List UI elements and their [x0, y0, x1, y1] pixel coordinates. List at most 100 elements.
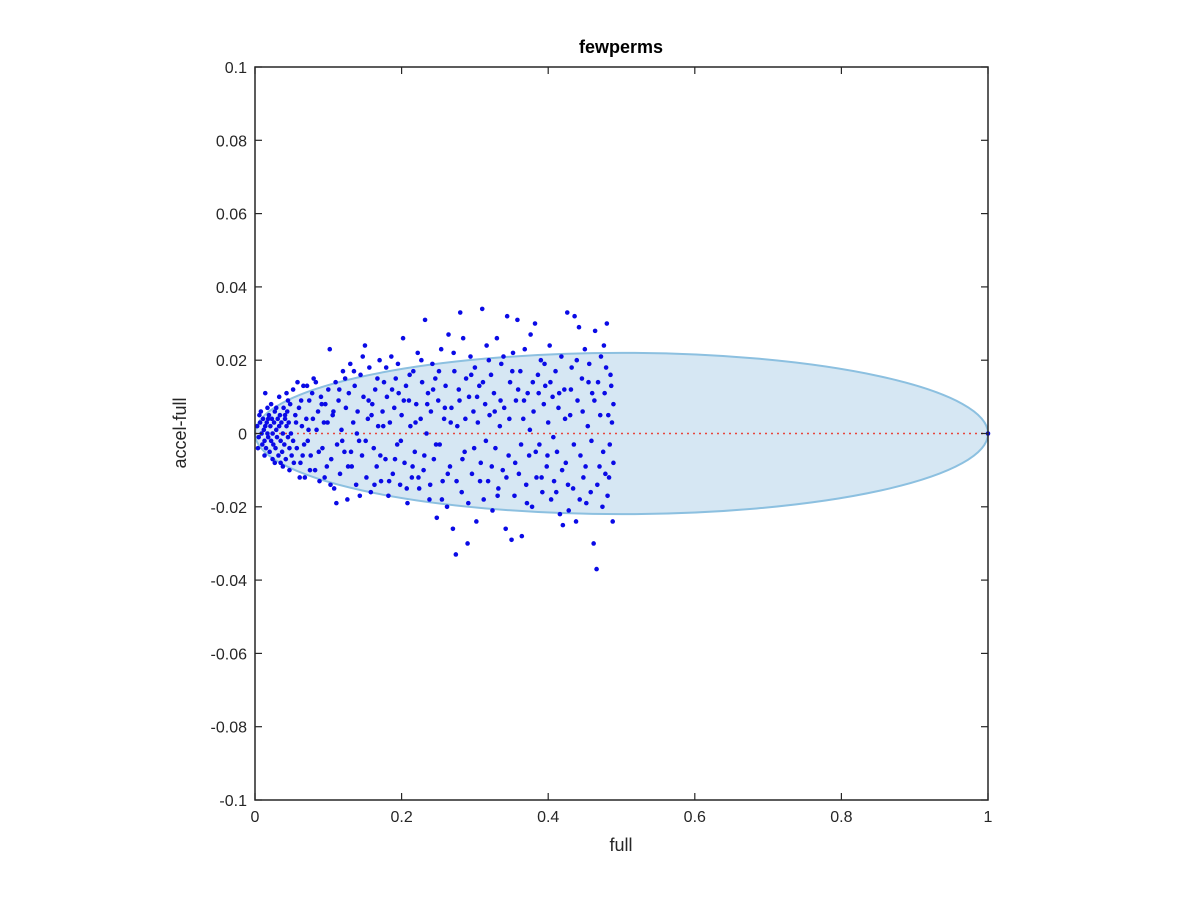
data-point — [435, 398, 441, 403]
data-point — [455, 423, 460, 429]
data-point — [380, 423, 386, 429]
chart-title: fewperms — [579, 37, 663, 57]
data-point — [271, 420, 277, 425]
data-point — [275, 416, 281, 422]
data-point — [301, 383, 306, 389]
data-point — [532, 321, 538, 326]
data-point — [515, 387, 521, 392]
data-point — [377, 357, 382, 363]
data-point — [544, 464, 550, 469]
data-point — [526, 453, 532, 458]
x-tick-label: 0.4 — [537, 809, 559, 826]
data-point — [416, 486, 422, 491]
data-point — [258, 409, 264, 414]
data-point — [367, 365, 372, 370]
data-point — [371, 445, 377, 451]
data-point — [520, 416, 526, 422]
data-point — [394, 442, 400, 447]
data-point — [453, 552, 459, 557]
data-point — [265, 431, 270, 436]
data-point — [515, 317, 520, 323]
x-tick-label: 0.2 — [390, 809, 412, 826]
data-point — [542, 383, 548, 389]
data-point — [424, 431, 429, 436]
data-point — [597, 464, 602, 469]
x-tick-label: 0.6 — [684, 809, 706, 826]
y-tick-label: -0.06 — [211, 646, 248, 663]
data-point — [551, 478, 557, 484]
data-point — [406, 398, 412, 403]
data-point — [342, 376, 348, 381]
data-point — [570, 486, 576, 491]
data-point — [404, 486, 410, 491]
data-point — [477, 478, 483, 484]
data-point — [594, 566, 599, 572]
data-point — [287, 467, 292, 473]
data-point — [551, 434, 556, 440]
data-point — [282, 416, 288, 422]
data-point — [351, 368, 357, 374]
data-point — [487, 412, 492, 418]
data-point — [581, 475, 586, 480]
data-point — [496, 486, 501, 491]
data-point — [290, 387, 296, 392]
data-point — [540, 489, 545, 495]
data-point — [261, 427, 267, 433]
data-point — [418, 416, 423, 422]
data-point — [553, 368, 558, 374]
data-point — [500, 467, 506, 473]
data-point — [274, 434, 280, 440]
data-point — [567, 412, 573, 418]
data-point — [262, 453, 267, 458]
data-point — [265, 416, 271, 422]
data-point — [353, 482, 359, 488]
data-point — [454, 478, 459, 484]
data-point — [279, 449, 285, 455]
data-point — [504, 475, 509, 480]
data-point — [456, 387, 462, 392]
data-point — [541, 401, 547, 407]
y-tick-label: -0.04 — [211, 573, 248, 590]
data-point — [518, 442, 524, 447]
data-point — [452, 368, 457, 374]
data-point — [509, 368, 515, 374]
data-point — [304, 416, 309, 422]
data-point — [535, 372, 541, 378]
data-point — [433, 376, 438, 381]
data-point — [509, 537, 514, 543]
data-point — [375, 376, 380, 381]
data-point — [529, 504, 535, 510]
data-point — [474, 394, 480, 400]
data-point — [294, 445, 300, 451]
y-axis-ticks: -0.1 -0.08 -0.06 -0.04 -0.02 0 0.02 0.04 0.06 0.0… — [211, 60, 988, 810]
data-point — [316, 449, 322, 455]
data-point — [572, 313, 577, 319]
data-point — [609, 420, 615, 425]
data-point — [322, 475, 327, 480]
data-point — [312, 467, 318, 473]
data-point — [573, 519, 579, 524]
data-point — [603, 365, 609, 370]
data-point — [463, 376, 469, 381]
data-point — [430, 361, 435, 367]
data-point — [425, 390, 431, 396]
data-point — [319, 401, 325, 407]
data-point — [591, 541, 596, 546]
data-point — [273, 405, 279, 411]
data-point — [262, 423, 268, 429]
data-point — [488, 372, 494, 378]
data-point — [284, 409, 290, 414]
data-point — [586, 379, 591, 385]
data-point — [265, 405, 270, 411]
data-point — [583, 464, 588, 469]
data-point — [299, 423, 305, 429]
data-point — [309, 390, 315, 396]
data-point — [278, 460, 283, 466]
data-point — [559, 467, 565, 473]
data-point — [527, 427, 533, 433]
data-point — [571, 442, 577, 447]
data-point — [507, 379, 513, 385]
data-point — [345, 464, 351, 469]
